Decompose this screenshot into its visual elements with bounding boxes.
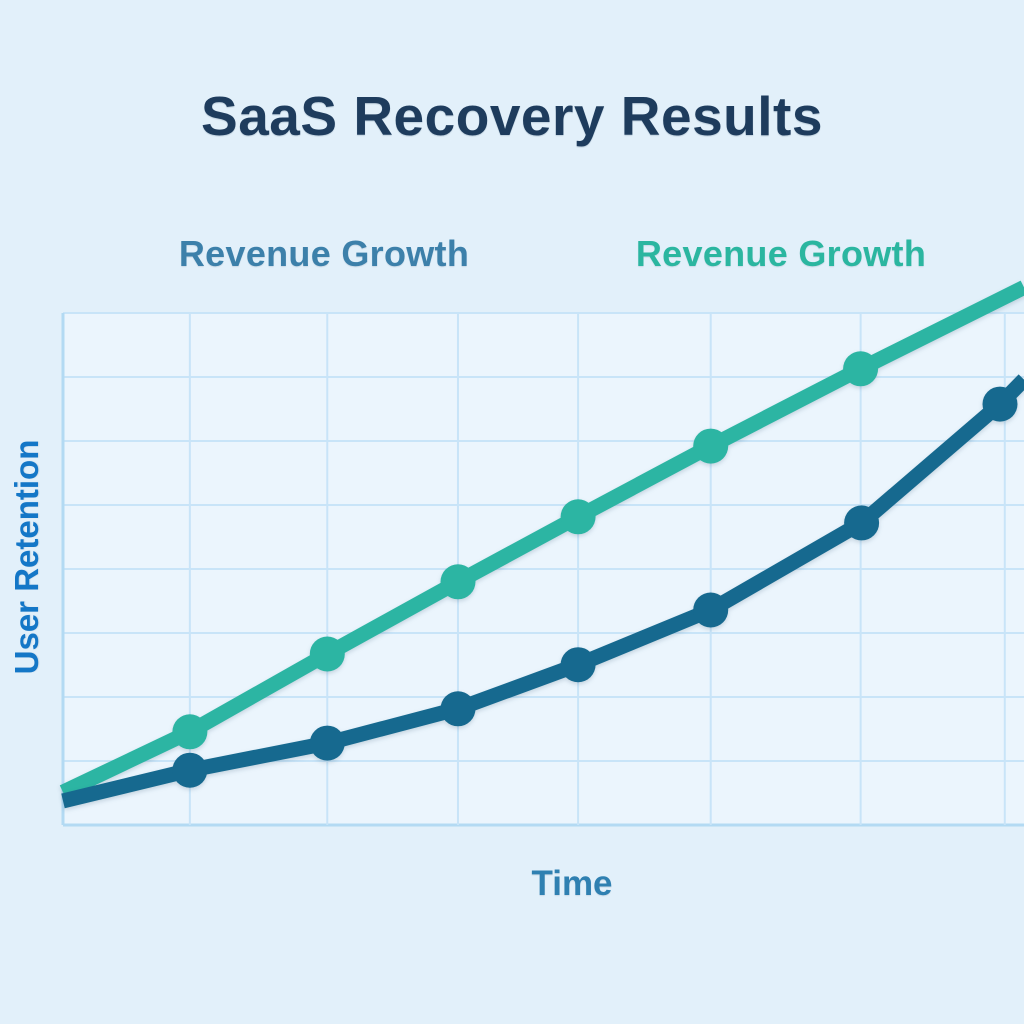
legend-label-teal-series: Revenue Growth: [635, 233, 927, 274]
data-point-marker: [309, 636, 345, 672]
chart-title: SaaS Recovery Results: [201, 85, 823, 147]
plot-area: [59, 280, 1024, 827]
data-point-marker: [440, 691, 476, 727]
line-chart-svg: [59, 280, 1024, 827]
y-axis-label: User Retention: [8, 439, 45, 675]
series-teal: [59, 280, 1024, 799]
legend-label-dark-series: Revenue Growth: [178, 233, 470, 274]
data-point-marker: [309, 725, 345, 761]
series-line: [61, 374, 1024, 809]
data-point-marker: [693, 592, 729, 628]
x-axis-label: Time: [531, 864, 613, 903]
data-point-marker: [172, 714, 208, 750]
series-dark: [61, 374, 1024, 809]
data-point-marker: [560, 647, 596, 683]
data-point-marker: [982, 386, 1018, 422]
data-point-marker: [844, 505, 880, 541]
grid: [61, 312, 1024, 827]
series-line: [59, 280, 1024, 799]
data-point-marker: [440, 564, 476, 600]
data-point-marker: [560, 499, 596, 535]
data-point-marker: [843, 351, 879, 387]
data-point-marker: [172, 752, 208, 788]
data-point-marker: [693, 428, 729, 464]
